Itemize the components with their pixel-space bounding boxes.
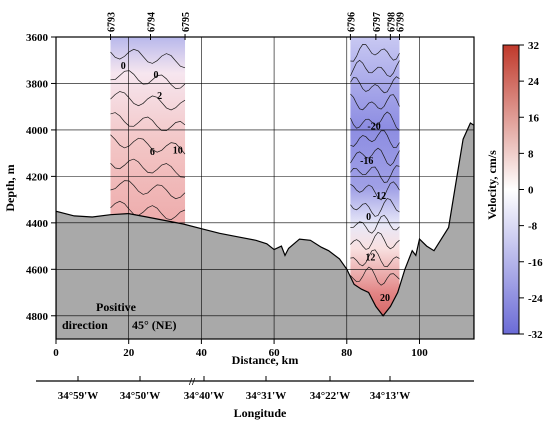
contour-line <box>350 266 400 286</box>
longitude-tick-label: 34°50'W <box>120 390 160 402</box>
contour-label: 2 <box>157 91 162 102</box>
contour-line <box>110 134 186 155</box>
colorbar-tick-label: 8 <box>528 148 534 160</box>
x-tick-label: 100 <box>411 347 428 359</box>
longitude-ticks: 34°59'W 34°50'W 34°40'W 34°31'W 34°22'W 34°13… <box>58 376 410 402</box>
y-tick-label: 4000 <box>26 125 49 137</box>
contour-line <box>110 158 186 178</box>
contour-label: 0 <box>121 61 126 72</box>
station-label: 6793 <box>107 12 118 32</box>
y-tick-label: 4600 <box>26 264 49 276</box>
station-label: 6795 <box>181 12 192 32</box>
colorbar-tick-label: -16 <box>528 257 543 269</box>
longitude-title: Longitude <box>234 406 287 420</box>
y-tick-label: 4200 <box>26 171 49 183</box>
x-tick-label: 80 <box>341 347 353 359</box>
contour-label: 6 <box>150 147 155 158</box>
colorbar: 32 24 16 8 0 -8 -16 -24 -32 Velocity, cm/s <box>485 40 543 341</box>
x-axis-title: Distance, km <box>232 353 299 367</box>
direction-annotation: Positive direction 45° (NE) <box>62 300 176 332</box>
contour-lines <box>110 44 400 288</box>
contour-line <box>110 91 186 111</box>
contour-line <box>350 147 400 167</box>
contour-line <box>350 59 400 78</box>
contour-label: -16 <box>360 156 373 167</box>
y-tick-label: 4800 <box>26 311 49 323</box>
longitude-axis: 34°59'W 34°50'W 34°40'W 34°31'W 34°22'W 34°13… <box>36 376 474 420</box>
annotation-line1: Positive <box>96 300 137 314</box>
colorbar-tick-label: 32 <box>528 40 540 52</box>
y-tick-label: 3600 <box>26 32 49 44</box>
y-axis: 3600 3800 4000 4200 4400 4600 4800 <box>26 32 56 323</box>
colorbar-tick-label: 16 <box>528 112 540 124</box>
contour-label: -12 <box>373 191 386 202</box>
contour-line <box>350 76 400 94</box>
station-label: 6794 <box>147 12 158 32</box>
contour-line <box>350 44 400 62</box>
colorbar-tick-label: -24 <box>528 293 543 305</box>
contour-line <box>350 130 400 148</box>
colorbar-tick-label: -32 <box>528 329 543 341</box>
contour-line <box>350 93 400 111</box>
contour-line <box>350 249 400 268</box>
annotation-line2: direction <box>62 318 108 332</box>
station-label: 6796 <box>346 12 357 32</box>
longitude-tick-label: 34°59'W <box>58 390 98 402</box>
ocean-bottom <box>56 122 474 339</box>
plot-frame <box>55 36 475 340</box>
longitude-tick-label: 34°40'W <box>184 390 224 402</box>
longitude-tick-label: 34°22'W <box>310 390 350 402</box>
contour-label: 0 <box>366 212 371 223</box>
station-label: 6799 <box>395 12 406 32</box>
colorbar-ticks: 32 24 16 8 0 -8 -16 -24 -32 <box>519 40 543 341</box>
contour-line <box>110 180 186 200</box>
longitude-tick-label: 34°31'W <box>246 390 286 402</box>
annotation-line3: 45° (NE) <box>132 318 176 332</box>
contour-line <box>110 200 186 221</box>
contour-line <box>350 181 400 201</box>
contour-label: 20 <box>380 293 390 304</box>
y-axis-title: Depth, m <box>3 164 17 211</box>
y-tick-label: 4400 <box>26 218 49 230</box>
station-label: 6798 <box>386 12 397 32</box>
colorbar-tick-label: 0 <box>528 185 534 197</box>
contour-line <box>350 165 400 183</box>
contour-line <box>350 231 400 250</box>
station-label: 6797 <box>372 12 383 32</box>
contour-line <box>110 70 186 89</box>
x-tick-label: 20 <box>123 347 135 359</box>
contour-label: 10 <box>173 146 183 157</box>
colorbar-gradient <box>502 44 520 335</box>
contour-line <box>110 48 186 69</box>
colorbar-tick-label: 24 <box>528 76 540 88</box>
contour-line <box>350 111 400 131</box>
grid-lines <box>56 37 474 339</box>
contour-line <box>110 112 186 131</box>
colorbar-tick-label: -8 <box>528 221 538 233</box>
x-tick-label: 40 <box>196 347 208 359</box>
longitude-tick-label: 34°13'W <box>370 390 410 402</box>
contour-label: 12 <box>365 253 375 264</box>
axis-break-mark: // <box>188 376 196 388</box>
contour-label: 0 <box>153 70 158 81</box>
colorbar-title: Velocity, cm/s <box>485 150 499 220</box>
plot-area <box>56 37 474 339</box>
x-tick-label: 60 <box>269 347 281 359</box>
y-tick-label: 3800 <box>26 78 49 90</box>
x-tick-label: 0 <box>53 347 59 359</box>
contour-label: -20 <box>367 121 380 132</box>
contour-line <box>350 198 400 217</box>
x-axis: 0 20 40 60 80 100 <box>53 339 428 359</box>
